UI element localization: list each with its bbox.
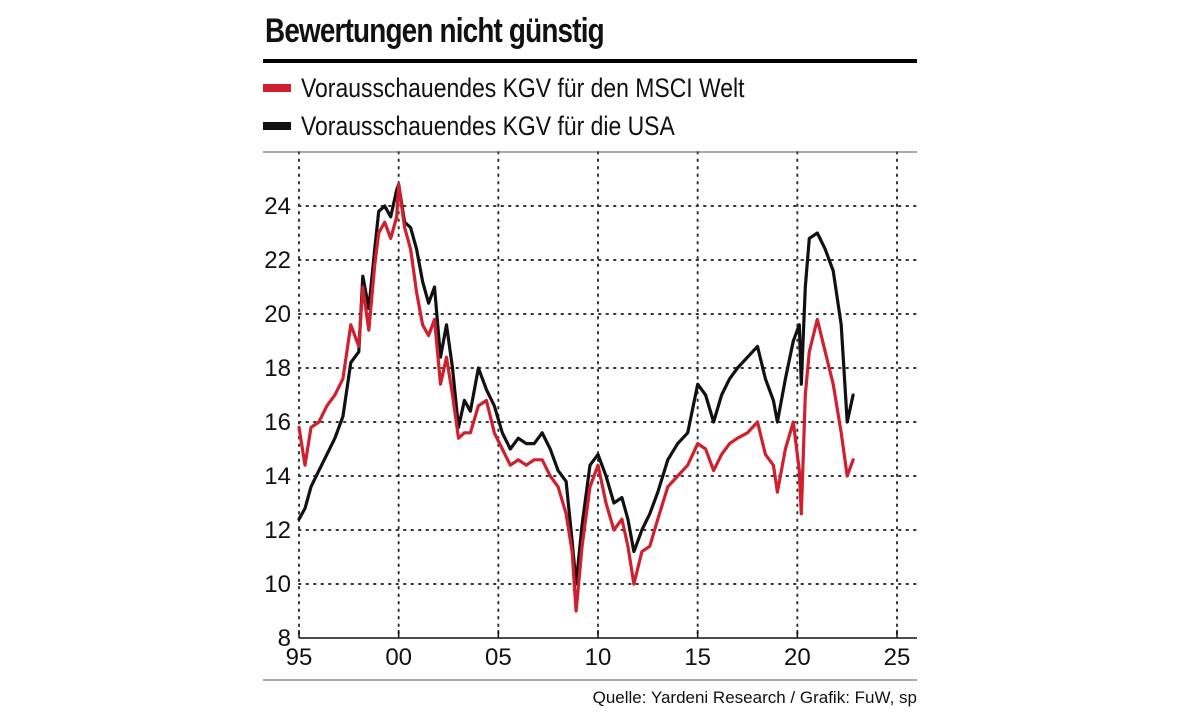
y-tick-label-8: 8 [278, 625, 291, 652]
y-tick-label-10: 10 [264, 571, 291, 598]
legend-label-world: Vorausschauendes KGV für den MSCI Welt [301, 72, 745, 103]
y-tick-label-16: 16 [264, 409, 291, 436]
legend-item-usa: Vorausschauendes KGV für die USA [263, 110, 741, 142]
x-tick-label-2010: 10 [585, 644, 612, 671]
x-tick-label-2005: 05 [485, 644, 512, 671]
x-tick-label-2020: 20 [784, 644, 811, 671]
y-tick-label-18: 18 [264, 355, 291, 382]
y-tick-label-12: 12 [264, 517, 291, 544]
y-tick-label-14: 14 [264, 463, 291, 490]
source-note: Quelle: Yardeni Research / Grafik: FuW, … [592, 688, 917, 707]
legend-item-world: Vorausschauendes KGV für den MSCI Welt [263, 72, 823, 104]
x-tick-label-2025: 25 [884, 644, 911, 671]
title-rule [263, 59, 917, 63]
chart-title: Bewertungen nicht günstig [265, 12, 605, 50]
series-line-usa [297, 182, 855, 586]
x-tick-label-2000: 00 [385, 644, 412, 671]
y-tick-label-20: 20 [264, 301, 291, 328]
y-tick-label-22: 22 [264, 247, 291, 274]
x-tick-label-2015: 15 [684, 644, 711, 671]
y-tick-label-24: 24 [264, 193, 291, 220]
legend-swatch-world [263, 84, 291, 92]
legend-label-usa: Vorausschauendes KGV für die USA [301, 110, 675, 141]
legend-swatch-usa [263, 122, 291, 130]
series-line-msci-welt [297, 182, 855, 613]
x-tick-label-1995: 95 [286, 644, 313, 671]
